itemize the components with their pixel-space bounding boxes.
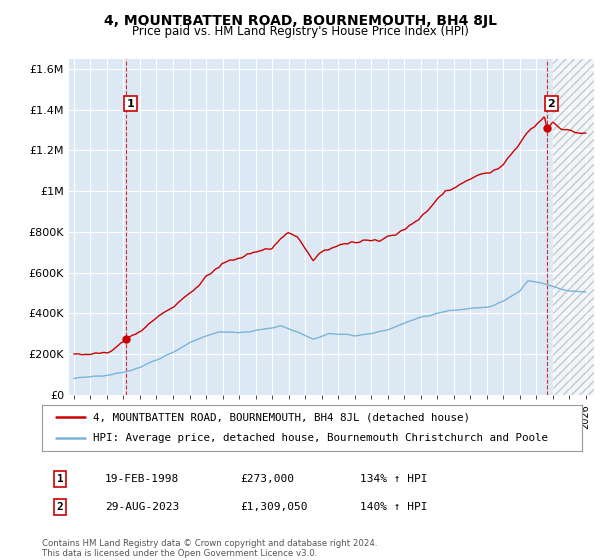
Text: 2: 2 (547, 99, 555, 109)
Text: 4, MOUNTBATTEN ROAD, BOURNEMOUTH, BH4 8JL (detached house): 4, MOUNTBATTEN ROAD, BOURNEMOUTH, BH4 8J… (94, 412, 470, 422)
Text: £1,309,050: £1,309,050 (240, 502, 308, 512)
Text: 134% ↑ HPI: 134% ↑ HPI (360, 474, 427, 484)
Text: £273,000: £273,000 (240, 474, 294, 484)
Text: 140% ↑ HPI: 140% ↑ HPI (360, 502, 427, 512)
Text: 2: 2 (56, 502, 64, 512)
Text: 1: 1 (127, 99, 134, 109)
Text: 1: 1 (56, 474, 64, 484)
Text: 29-AUG-2023: 29-AUG-2023 (105, 502, 179, 512)
Text: Price paid vs. HM Land Registry's House Price Index (HPI): Price paid vs. HM Land Registry's House … (131, 25, 469, 38)
Text: HPI: Average price, detached house, Bournemouth Christchurch and Poole: HPI: Average price, detached house, Bour… (94, 433, 548, 444)
Text: 19-FEB-1998: 19-FEB-1998 (105, 474, 179, 484)
Text: Contains HM Land Registry data © Crown copyright and database right 2024.
This d: Contains HM Land Registry data © Crown c… (42, 539, 377, 558)
Text: 4, MOUNTBATTEN ROAD, BOURNEMOUTH, BH4 8JL: 4, MOUNTBATTEN ROAD, BOURNEMOUTH, BH4 8J… (104, 14, 497, 28)
